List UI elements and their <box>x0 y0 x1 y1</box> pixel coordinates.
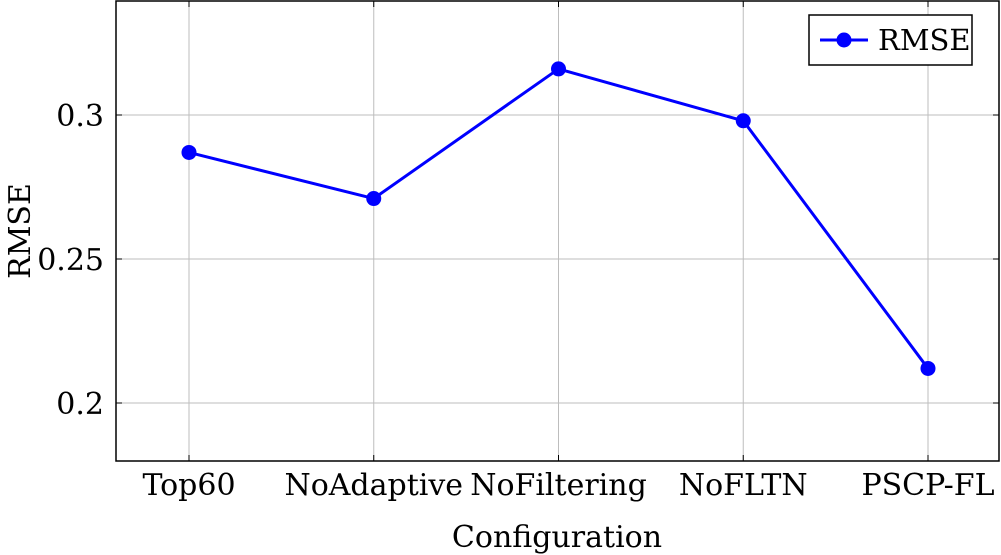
legend-marker-swatch <box>836 32 852 48</box>
y-tick-label: 0.3 <box>56 99 104 134</box>
data-point-pscp-fl <box>920 360 936 376</box>
x-axis-title: Configuration <box>452 520 662 555</box>
x-tick-label: NoFiltering <box>470 468 647 503</box>
y-tick-labels: 0.2 0.25 0.3 <box>37 99 999 422</box>
y-axis-title: RMSE <box>3 183 38 279</box>
y-tick-label: 0.25 <box>37 243 104 278</box>
plot-frame <box>115 0 1000 462</box>
grid-lines <box>116 1 999 461</box>
x-tick-label: NoAdaptive <box>284 468 463 503</box>
data-point-noadaptive <box>366 191 382 207</box>
data-point-nofltn <box>735 113 751 129</box>
x-tick-label: Top60 <box>142 468 235 503</box>
x-tick-label: PSCP-FL <box>861 468 994 503</box>
legend-box <box>808 14 973 66</box>
x-tick-label: NoFLTN <box>679 468 808 503</box>
series-layer <box>181 61 936 376</box>
x-tick-labels: Top60 NoAdaptive NoFiltering NoFLTN PSCP-FL <box>142 1 995 503</box>
data-point-top60 <box>181 144 197 160</box>
legend-label-rmse: RMSE <box>878 23 971 57</box>
legend: RMSE <box>808 14 973 66</box>
y-tick-label: 0.2 <box>56 387 104 422</box>
data-point-nofiltering <box>551 61 566 77</box>
